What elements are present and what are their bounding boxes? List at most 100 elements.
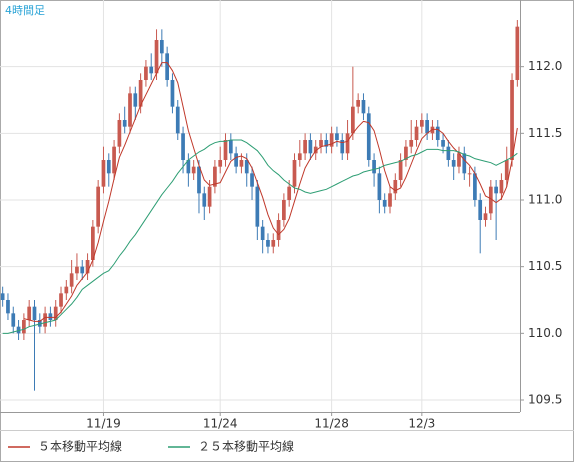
- y-tick-label: 112.0: [528, 59, 562, 73]
- candle-body: [170, 80, 175, 107]
- candle-body: [499, 180, 504, 194]
- y-tick-label: 110.5: [528, 259, 562, 273]
- candle-body: [91, 226, 95, 260]
- candle-body: [372, 160, 376, 174]
- candle-body: [175, 106, 180, 134]
- x-tick-label: 11/24: [203, 417, 238, 431]
- candle-body: [133, 93, 138, 107]
- candle-body: [106, 160, 111, 174]
- candle-body: [266, 240, 270, 247]
- candle-body: [356, 100, 361, 107]
- candle-body: [22, 320, 26, 334]
- candle-body: [435, 126, 440, 140]
- candle-body: [154, 40, 159, 74]
- candle-body: [32, 306, 37, 320]
- candle-body: [181, 133, 185, 160]
- candle-body: [340, 140, 345, 154]
- candle-body: [117, 120, 122, 147]
- candle-body: [473, 173, 477, 200]
- candle-body: [409, 140, 414, 147]
- candle-body: [419, 120, 424, 127]
- candle-body: [85, 260, 90, 274]
- candle-body: [271, 240, 276, 247]
- candle-body: [446, 146, 451, 160]
- candle-body: [504, 160, 509, 180]
- candle-body: [228, 140, 233, 154]
- candle-body: [393, 180, 398, 194]
- candle-body: [218, 160, 223, 167]
- candle-body: [382, 200, 387, 207]
- candle-body: [122, 120, 127, 127]
- candle-body: [101, 160, 106, 187]
- candle-body: [478, 200, 483, 220]
- candle-body: [165, 53, 169, 80]
- candle-body: [112, 146, 116, 174]
- candle-body: [276, 220, 281, 240]
- candle-body: [303, 140, 307, 154]
- candle-body: [159, 40, 164, 54]
- candle-body: [53, 306, 58, 320]
- moving-average-line: [23, 62, 518, 322]
- y-tick-label: 110.0: [528, 326, 562, 340]
- candle-body: [319, 140, 323, 147]
- x-tick-label: 11/19: [86, 417, 121, 431]
- moving-average-line: [2, 139, 518, 334]
- candle-body: [234, 153, 238, 167]
- chart-title: 4時間足: [5, 4, 45, 17]
- candle-body: [260, 226, 265, 240]
- candle-body: [351, 106, 355, 134]
- candle-body: [324, 140, 329, 147]
- candle-body: [377, 173, 382, 200]
- candle-body: [75, 266, 79, 274]
- candle-body: [483, 213, 488, 220]
- candle-body: [0, 293, 5, 300]
- candle-body: [96, 186, 101, 227]
- candle-body: [494, 186, 498, 194]
- candle-body: [282, 200, 286, 220]
- candle-body: [345, 133, 350, 154]
- x-tick-label: 11/28: [314, 417, 349, 431]
- candle-body: [202, 193, 207, 207]
- candle-body: [250, 173, 254, 187]
- y-tick-label: 111.0: [528, 193, 562, 207]
- candle-body: [128, 93, 132, 127]
- candle-body: [186, 160, 191, 174]
- candle-body: [197, 166, 201, 194]
- candle-body: [510, 80, 514, 160]
- candle-body: [287, 186, 292, 200]
- candle-body: [313, 146, 318, 154]
- candle-body: [462, 153, 467, 174]
- candle-body: [213, 166, 217, 187]
- candle-body: [335, 133, 339, 140]
- y-tick-label: 109.5: [528, 393, 562, 407]
- candle-body: [59, 293, 63, 307]
- candle-body: [388, 193, 392, 207]
- candle-body: [191, 166, 196, 174]
- candle-body: [308, 140, 313, 154]
- candle-body: [488, 186, 493, 214]
- candle-body: [398, 160, 403, 180]
- candle-body: [329, 133, 334, 147]
- candle-body: [37, 320, 42, 327]
- candle-body: [297, 153, 302, 160]
- candle-body: [138, 80, 143, 107]
- candle-body: [11, 313, 16, 327]
- candle-body: [255, 186, 260, 227]
- candle-body: [27, 306, 32, 320]
- candle-body: [515, 26, 520, 81]
- candle-body: [457, 153, 461, 167]
- candle-body: [16, 326, 21, 334]
- candle-body: [223, 140, 228, 160]
- candle-body: [64, 286, 69, 294]
- candle-body: [430, 126, 435, 134]
- candle-body: [80, 266, 85, 274]
- candle-body: [6, 300, 10, 314]
- candle-body: [425, 120, 429, 134]
- candle-body: [414, 126, 419, 140]
- candle-body: [43, 313, 47, 327]
- candle-body: [48, 313, 53, 320]
- candle-body: [467, 173, 472, 175]
- candle-body: [144, 66, 148, 80]
